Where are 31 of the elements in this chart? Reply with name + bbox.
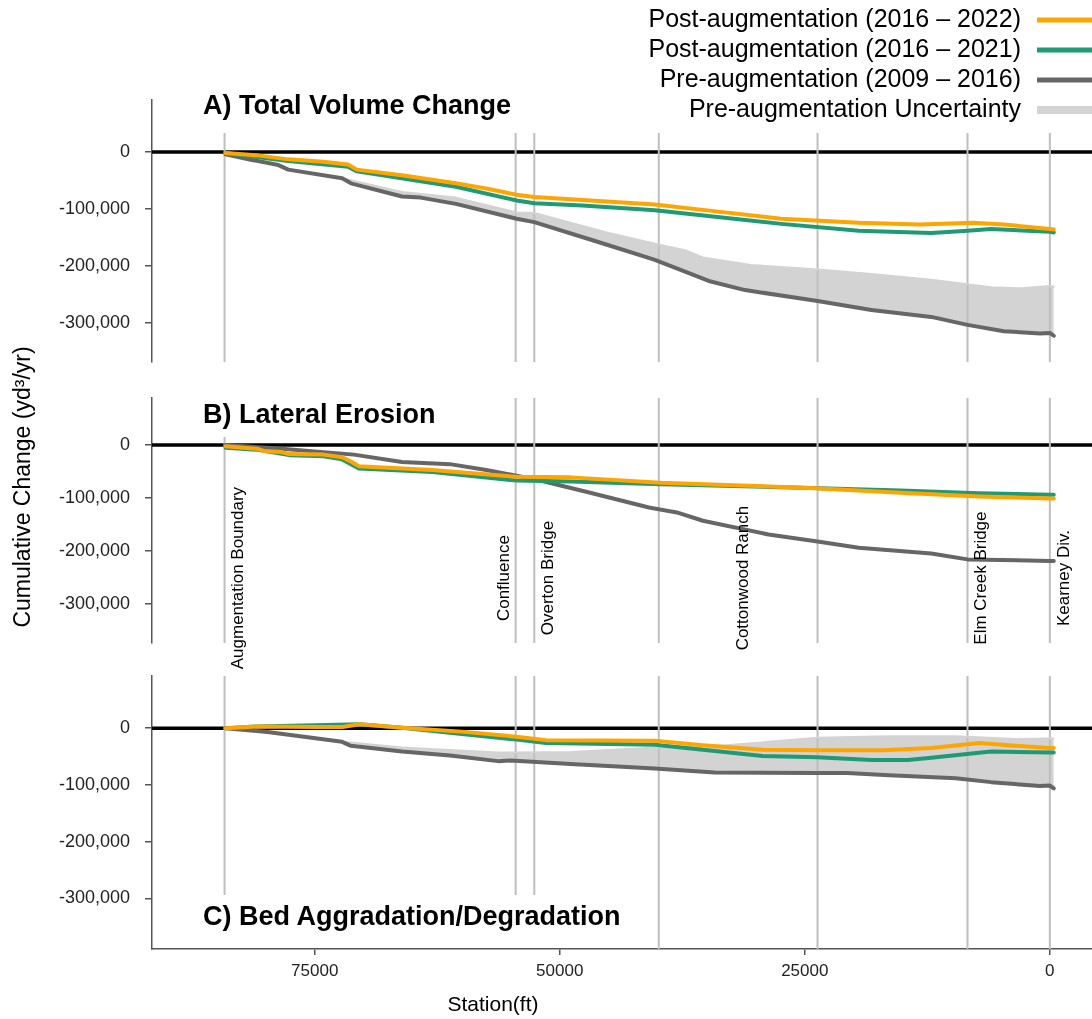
y-tick-label: -200,000 xyxy=(58,539,130,560)
y-tick-label: 0 xyxy=(119,140,130,161)
y-tick-label: 0 xyxy=(119,717,130,738)
y-tick-label: -300,000 xyxy=(58,592,130,613)
y-tick-label: 0 xyxy=(119,434,130,455)
annotation: Cottonwood Ranch xyxy=(732,505,752,651)
x-tick-label: 0 xyxy=(1045,960,1055,980)
ref-line-label: Kearney Div. xyxy=(1053,530,1073,627)
text: C) Bed Aggradation/Degradation xyxy=(203,901,621,932)
legend-label: Pre-augmentation (2009 – 2016) xyxy=(659,63,1021,92)
x-tick-label: 25000 xyxy=(781,960,829,980)
y-tick-label: -300,000 xyxy=(58,312,130,333)
y-tick-label: -300,000 xyxy=(58,887,130,908)
y-tick-label: -200,000 xyxy=(58,830,130,851)
x-tick-label: 75000 xyxy=(291,960,339,980)
y-tick-label: -100,000 xyxy=(58,197,130,218)
y-tick-label: -100,000 xyxy=(58,486,130,507)
y-axis-title: Cumulative Change (yd³/yr) xyxy=(8,346,35,628)
legend-label: Pre-augmentation Uncertainty xyxy=(688,93,1022,122)
ref-line-label: Augmentation Boundary xyxy=(228,486,248,670)
x-axis-title: Station(ft) xyxy=(447,991,539,1015)
chart-title: A) Total Volume Change xyxy=(203,90,512,121)
legend-label: Post-augmentation (2016 – 2022) xyxy=(648,3,1021,32)
ref-line-label: Elm Creek Bridge xyxy=(971,511,991,645)
chart-title: B) Lateral Erosion xyxy=(203,399,436,430)
y-tick-label: -100,000 xyxy=(58,773,130,794)
legend-label: Post-augmentation (2016 – 2021) xyxy=(648,33,1021,62)
ref-line-label: Overton Bridge xyxy=(537,520,557,636)
ref-line-label: Confluence xyxy=(494,535,514,622)
x-tick-label: 50000 xyxy=(536,960,584,980)
y-tick-label: -200,000 xyxy=(58,255,130,276)
